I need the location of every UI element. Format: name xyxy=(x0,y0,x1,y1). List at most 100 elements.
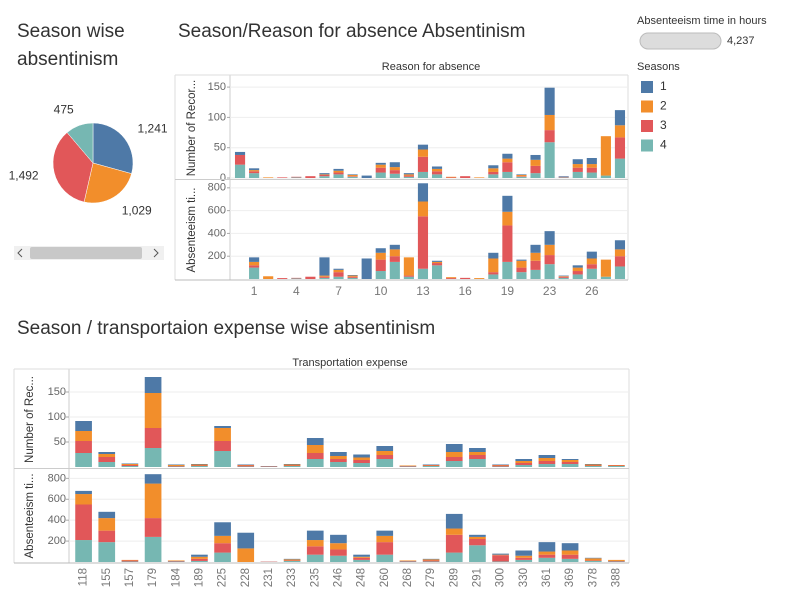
bar-segment xyxy=(492,561,509,562)
x-tick-label: 260 xyxy=(379,568,391,587)
bar-segment xyxy=(538,542,556,552)
bar-segment xyxy=(572,171,583,178)
bar-segment xyxy=(237,466,255,467)
bar-segment xyxy=(389,162,400,168)
bar-segment xyxy=(214,552,231,562)
bar-segment xyxy=(561,459,579,460)
bar-segment xyxy=(376,554,394,562)
scroll-left[interactable] xyxy=(17,248,23,258)
bar-segment xyxy=(319,174,330,177)
bar-segment xyxy=(515,555,533,558)
filter-title: Absenteeism time in hours xyxy=(637,15,767,27)
bar-segment xyxy=(422,464,440,465)
bar-segment xyxy=(237,464,255,465)
scrollbar[interactable] xyxy=(14,246,164,260)
bar-segment xyxy=(502,211,513,226)
bar-segment xyxy=(403,276,414,279)
bar-segment xyxy=(422,560,440,562)
x-tick-label: 118 xyxy=(78,568,90,586)
bar-segment xyxy=(422,558,440,560)
bar-segment xyxy=(144,474,162,484)
bar-segment xyxy=(516,174,527,177)
pie-slice xyxy=(92,122,134,174)
bar-segment xyxy=(488,272,499,275)
x-tick-label: 26 xyxy=(585,284,599,298)
bar-segment xyxy=(515,559,533,562)
x-tick-label: 233 xyxy=(286,568,298,587)
bar-segment xyxy=(530,159,541,166)
bar-segment xyxy=(488,171,499,175)
y-tick-label: 50 xyxy=(54,436,66,448)
bar-segment xyxy=(347,275,358,276)
bar-segment xyxy=(333,172,344,175)
bar-segment xyxy=(561,464,579,467)
bar-segment xyxy=(584,558,602,561)
bar-segment xyxy=(608,465,625,466)
bar-segment xyxy=(249,257,260,262)
y-tick-label: 100 xyxy=(208,111,226,123)
bar-segment xyxy=(445,528,463,535)
bar-segment xyxy=(144,393,162,428)
scroll-thumb[interactable] xyxy=(30,247,142,259)
x-tick-label: 369 xyxy=(564,568,576,587)
legend-swatch xyxy=(641,139,653,152)
legend-label: 3 xyxy=(660,118,667,132)
bar-segment xyxy=(488,165,499,169)
bar-segment xyxy=(263,177,274,178)
bar-segment xyxy=(469,534,486,537)
bar-segment xyxy=(399,466,417,467)
bar-segment xyxy=(234,151,246,155)
bar-segment xyxy=(488,258,499,273)
bar-segment xyxy=(167,464,185,465)
transport-title: Season / transportaion expense wise abse… xyxy=(17,318,436,339)
bar-segment xyxy=(502,153,513,159)
bar-segment xyxy=(376,535,394,543)
bar-segment xyxy=(191,554,208,557)
bar-segment xyxy=(515,461,533,463)
bar-segment xyxy=(75,540,92,562)
bar-segment xyxy=(353,457,370,460)
bar-segment xyxy=(417,144,429,150)
bar-segment xyxy=(614,266,626,279)
x-tick-label: 291 xyxy=(471,568,483,587)
bar-segment xyxy=(191,558,208,561)
bar-segment xyxy=(516,176,527,177)
x-tick-label: 300 xyxy=(495,568,507,587)
bar-segment xyxy=(561,543,579,551)
bar-segment xyxy=(375,164,386,168)
bar-segment xyxy=(572,167,583,172)
scroll-right[interactable] xyxy=(153,248,159,258)
bar-segment xyxy=(399,560,417,561)
bar-segment xyxy=(530,269,541,279)
x-tick-label: 279 xyxy=(425,568,437,587)
bar-segment xyxy=(333,168,344,171)
filter-value: 4,237 xyxy=(727,35,755,47)
bar-segment xyxy=(544,142,555,178)
bar-segment xyxy=(586,268,597,279)
bar-segment xyxy=(446,278,457,279)
bar-segment xyxy=(283,465,301,466)
bar-segment xyxy=(600,259,611,277)
y-tick-label: 200 xyxy=(48,535,66,547)
bar-segment xyxy=(492,466,509,467)
bar-segment xyxy=(561,554,579,559)
bar-segment xyxy=(399,465,417,466)
pie-label: 1,241 xyxy=(138,121,168,135)
bar-segment xyxy=(445,534,463,553)
bar-segment xyxy=(572,164,583,168)
bar-segment xyxy=(586,167,597,173)
x-tick-label: 361 xyxy=(541,568,553,587)
pie-label: 1,029 xyxy=(122,203,152,217)
slider-track[interactable] xyxy=(639,32,722,50)
bar-segment xyxy=(530,165,541,174)
bar-segment xyxy=(75,494,92,505)
bar-segment xyxy=(488,274,499,279)
x-tick-label: 16 xyxy=(458,284,472,298)
bar-segment xyxy=(121,561,139,562)
x-tick-label: 228 xyxy=(240,568,252,587)
y-tick-label: 800 xyxy=(48,472,66,484)
legend-swatch xyxy=(641,81,653,93)
bar-segment xyxy=(516,259,527,261)
bar-segment xyxy=(399,466,417,467)
